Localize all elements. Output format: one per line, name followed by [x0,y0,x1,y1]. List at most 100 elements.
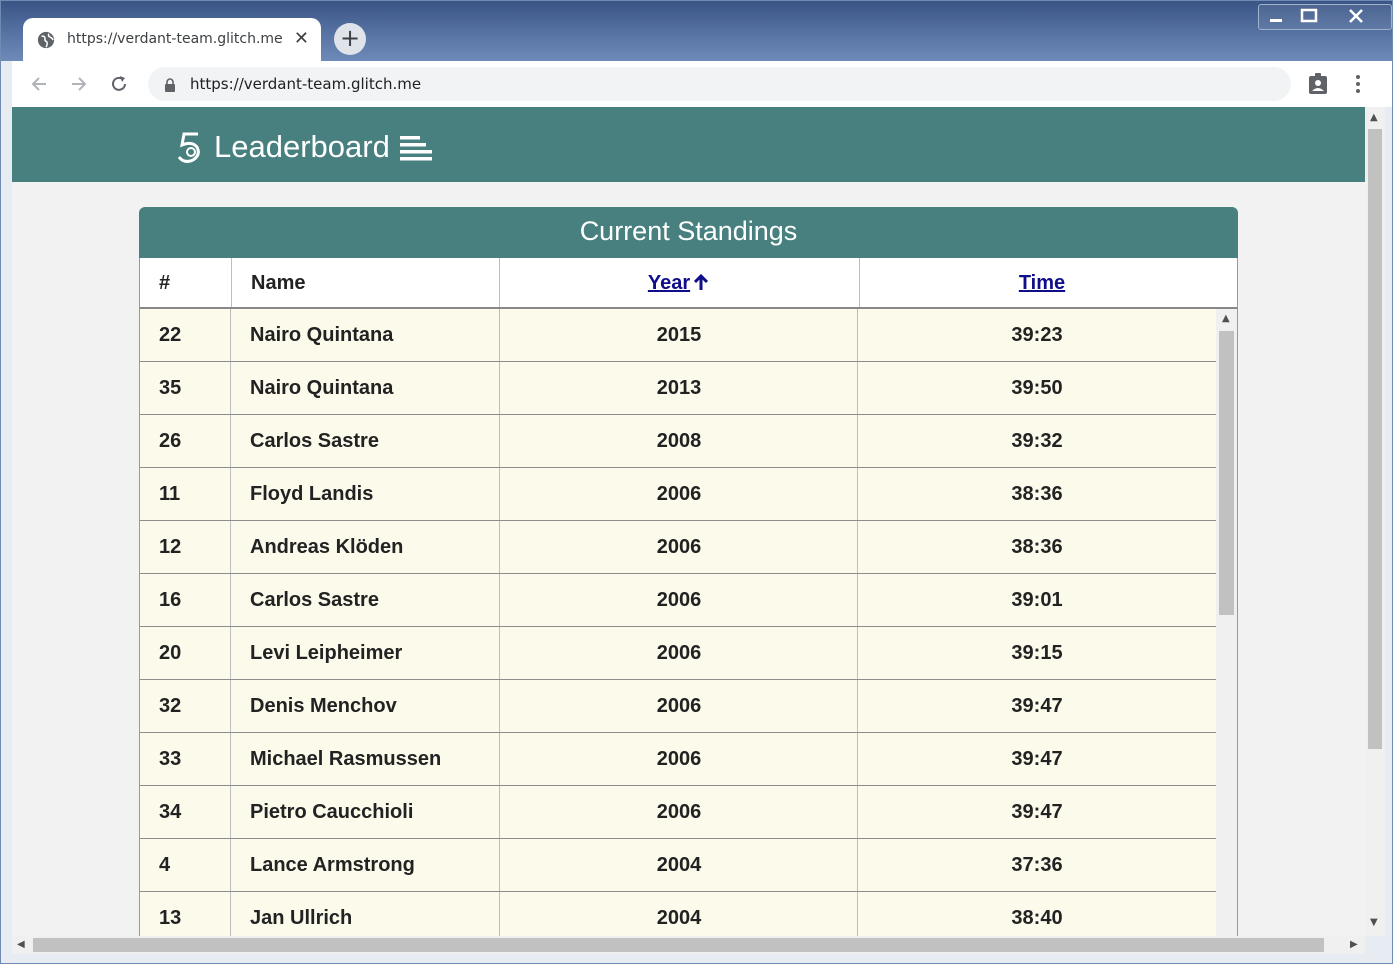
page-vertical-scrollbar[interactable]: ▲ ▼ [1365,107,1385,936]
back-arrow-icon[interactable] [28,73,50,95]
table-row: 35 Nairo Quintana 2013 39:50 [140,362,1216,415]
brand[interactable]: Leaderboard [176,129,432,165]
column-divider [857,309,858,361]
time-cell: 39:01 [1011,589,1063,611]
year-cell: 2015 [656,324,702,346]
browser-toolbar: https://verdant-team.glitch.me [12,61,1392,107]
year-cell: 2013 [656,377,702,399]
rank-cell: 20 [159,642,182,664]
table-scrollbar-thumb[interactable] [1219,331,1234,615]
column-divider [499,786,500,838]
new-tab-button[interactable]: + [334,23,366,55]
column-divider [230,627,231,679]
column-divider [857,468,858,520]
rank-cell: 32 [159,695,182,717]
account-badge-icon[interactable] [1306,72,1330,96]
page-horizontal-scrollbar[interactable]: ◀ ▶ [12,936,1365,954]
time-cell: 39:47 [1011,695,1063,717]
year-cell: 2004 [656,907,702,929]
minimize-icon[interactable] [1253,4,1299,28]
rank-cell: 13 [159,907,182,929]
rank-cell: 22 [159,324,182,346]
column-divider [499,733,500,785]
column-divider [857,839,858,891]
table-row: 4 Lance Armstrong 2004 37:36 [140,839,1216,892]
column-divider [857,892,858,936]
name-cell: Nairo Quintana [250,377,394,399]
name-cell: Lance Armstrong [250,854,415,876]
name-cell: Andreas Klöden [250,536,404,558]
maximize-icon[interactable] [1286,4,1332,28]
page-horizontal-thumb[interactable] [33,938,1324,952]
rank-cell: 26 [159,430,182,452]
column-time-header[interactable]: Time [1018,272,1066,294]
column-divider [499,627,500,679]
scroll-right-arrow-icon[interactable]: ▶ [1350,939,1358,950]
time-cell: 39:47 [1011,748,1063,770]
year-cell: 2006 [656,642,702,664]
column-divider [857,362,858,414]
name-cell: Floyd Landis [250,483,374,505]
name-cell: Denis Menchov [250,695,397,717]
time-cell: 39:47 [1011,801,1063,823]
time-cell: 37:36 [1011,854,1063,876]
page-viewport: Leaderboard Current Standings # Name Yea… [12,107,1365,936]
time-cell: 38:36 [1011,483,1063,505]
menu-lines-icon[interactable] [399,135,432,161]
reload-icon[interactable] [108,73,130,95]
table-body: 13 Jan Ullrich 2004 38:40 4 Lance Armstrong 20… [139,309,1238,936]
scroll-up-arrow-icon[interactable]: ▲ [1370,112,1378,123]
table-scrollbar[interactable]: ▲ [1216,309,1237,936]
scroll-left-arrow-icon[interactable]: ◀ [17,939,25,950]
address-bar[interactable]: https://verdant-team.glitch.me [148,67,1291,101]
page-vertical-thumb[interactable] [1368,129,1382,749]
time-cell: 39:32 [1011,430,1063,452]
globe-icon [37,31,55,49]
rank-cell: 11 [159,483,181,505]
column-divider [499,362,500,414]
column-divider [857,733,858,785]
column-divider [499,468,500,520]
column-rank-header: # [159,272,171,294]
lock-icon [165,78,175,92]
table-row: 34 Pietro Caucchioli 2006 39:47 [140,786,1216,839]
app-title: Leaderboard [214,129,390,164]
table-row: 13 Jan Ullrich 2004 38:40 [140,892,1216,936]
name-cell: Carlos Sastre [250,589,379,611]
column-divider [230,362,231,414]
table-row: 11 Floyd Landis 2006 38:36 [140,468,1216,521]
close-window-icon[interactable] [1333,4,1379,28]
column-divider [230,309,231,361]
column-divider [499,521,500,573]
kebab-menu-icon[interactable] [1346,72,1370,96]
year-sort-label: Year [647,272,691,294]
column-divider [499,415,500,467]
scroll-down-arrow-icon[interactable]: ▼ [1370,917,1378,928]
time-cell: 39:15 [1011,642,1063,664]
column-divider [499,892,500,936]
column-divider [857,521,858,573]
name-cell: Jan Ullrich [250,907,353,929]
tab-close-icon[interactable]: ✕ [293,28,309,49]
forward-arrow-icon[interactable] [68,73,90,95]
column-name-header: Name [251,272,306,294]
column-year-header[interactable]: Year [500,258,858,307]
column-divider [857,786,858,838]
table-row: 32 Denis Menchov 2006 39:47 [140,680,1216,733]
time-cell: 39:23 [1011,324,1063,346]
scroll-up-arrow-icon[interactable]: ▲ [1222,313,1230,324]
browser-tab[interactable]: https://verdant-team.glitch.me ✕ [23,18,321,61]
name-cell: Pietro Caucchioli [250,801,414,823]
rank-cell: 34 [159,801,182,823]
column-divider [230,680,231,732]
column-divider [230,733,231,785]
rank-cell: 35 [159,377,182,399]
year-cell: 2006 [656,483,702,505]
tab-title: https://verdant-team.glitch.me [67,31,283,47]
column-divider [230,415,231,467]
column-divider [857,415,858,467]
column-divider [499,309,500,361]
name-cell: Carlos Sastre [250,430,379,452]
rank-cell: 33 [159,748,182,770]
